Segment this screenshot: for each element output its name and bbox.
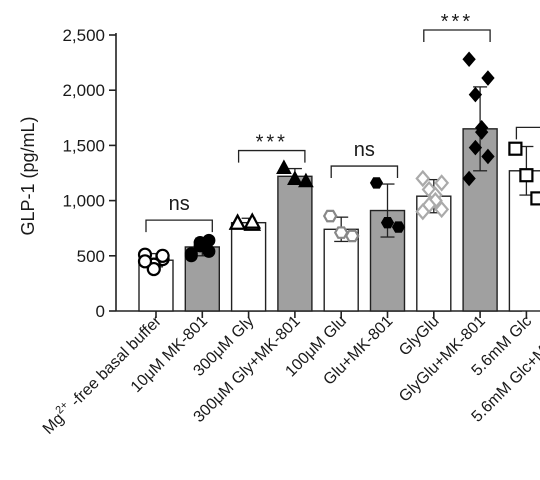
- data-point: [369, 177, 384, 189]
- bar: [230, 221, 267, 312]
- data-point: [276, 159, 292, 174]
- category-label: GlyGlu+MK-801: [396, 313, 489, 406]
- bar: [277, 175, 313, 312]
- data-point: [434, 200, 450, 219]
- data-point: [137, 254, 153, 269]
- significance-label: ***: [441, 11, 473, 33]
- significance-label: ns: [169, 193, 190, 215]
- significance-bracket: [515, 126, 540, 140]
- data-point: [155, 248, 170, 263]
- data-point: [530, 191, 540, 206]
- significance-label: ***: [256, 132, 288, 154]
- data-point: [380, 216, 395, 229]
- significance-bracket: [237, 149, 306, 163]
- data-point: [344, 229, 360, 243]
- y-tick-label: 2,500: [62, 26, 105, 45]
- data-point: [481, 70, 495, 86]
- y-tick-label: 1,500: [62, 136, 105, 155]
- significance-group: ns *** ns *** ns: [145, 11, 540, 233]
- data-point: [146, 261, 161, 277]
- data-point: [287, 170, 303, 186]
- data-points-group: [137, 51, 540, 277]
- data-point: [322, 209, 338, 223]
- data-point: [462, 51, 476, 68]
- y-axis-label: GLP-1 (pg/mL): [18, 116, 38, 235]
- data-point: [243, 212, 262, 229]
- data-point: [434, 174, 450, 192]
- data-point: [333, 226, 349, 239]
- significance-bracket: [423, 29, 491, 42]
- y-tick-label: 2,000: [62, 81, 105, 100]
- y-tick-label: 0: [96, 302, 105, 321]
- category-label: GlyGlu: [396, 313, 443, 360]
- data-point: [481, 148, 495, 165]
- y-tick-label: 1,000: [62, 192, 105, 211]
- data-point: [462, 170, 476, 187]
- data-point: [508, 141, 523, 156]
- data-point: [468, 139, 483, 156]
- data-point: [391, 221, 406, 233]
- data-point: [475, 124, 489, 140]
- data-point: [519, 168, 534, 183]
- data-point: [202, 233, 216, 247]
- significance-label: ns: [354, 139, 375, 161]
- data-point: [184, 247, 198, 261]
- y-tick-label: 500: [77, 247, 105, 266]
- data-point: [415, 202, 431, 221]
- significance-bracket: [145, 219, 213, 233]
- data-point: [415, 169, 431, 188]
- significance-bracket: [330, 165, 399, 179]
- data-point: [468, 86, 483, 103]
- significance-label: ns: [539, 100, 540, 122]
- data-point: [228, 213, 247, 230]
- data-point: [298, 172, 314, 188]
- axes-group: 0 500 1,000 1,500 2,000 2,500: [62, 26, 528, 321]
